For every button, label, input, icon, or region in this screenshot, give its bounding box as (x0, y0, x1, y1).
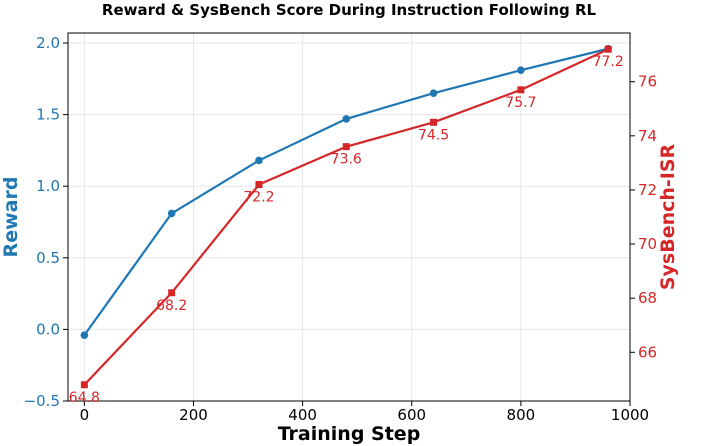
series-0-point (342, 115, 351, 123)
y-left-tick-label: 0.5 (36, 249, 60, 267)
chart-title: Reward & SysBench Score During Instructi… (102, 1, 597, 19)
data-label: 75.7 (505, 95, 536, 111)
axes: 0 200 400 600 800 1000 −0.5 0.0 0.5 1.0 1.5 2.0 66 68… (24, 34, 658, 424)
series-0-point (80, 331, 89, 339)
data-label: 74.5 (418, 127, 449, 143)
y-right-tick-label: 70 (638, 235, 657, 253)
series-1-point (255, 181, 263, 189)
data-label: 73.6 (331, 152, 362, 168)
data-label: 77.2 (593, 54, 624, 70)
series-0-point (167, 209, 176, 218)
data-labels: 64.8 68.2 72.2 73.6 74.5 75.7 77.2 (69, 54, 624, 406)
series-0-point (429, 89, 438, 97)
x-tick-label: 800 (507, 406, 536, 424)
grid (68, 33, 631, 402)
y-right-tick-label: 76 (638, 73, 657, 91)
data-label: 72.2 (243, 190, 274, 206)
y-left-tick-label: 0.0 (36, 320, 60, 338)
x-tick-label: 1000 (611, 406, 649, 424)
data-label: 64.8 (69, 390, 100, 406)
x-tick-label: 400 (288, 406, 317, 424)
y-right-tick-label: 66 (638, 343, 657, 361)
y-axis-left-label: Reward (0, 177, 22, 258)
series-1-point (517, 86, 525, 94)
x-tick-label: 600 (397, 406, 426, 424)
series (80, 44, 612, 389)
series-0-point (517, 66, 525, 75)
y-right-tick-label: 68 (638, 289, 657, 307)
y-left-tick-label: 1.0 (36, 177, 60, 195)
series-0-line (83, 47, 609, 336)
series-1-point (168, 289, 176, 297)
data-label: 68.2 (156, 298, 187, 314)
plot-frame (67, 32, 631, 402)
x-axis-label: Training Step (278, 423, 421, 445)
y-left-tick-label: 2.0 (36, 34, 60, 52)
series-1-point (342, 143, 350, 151)
x-tick-label: 200 (179, 406, 208, 424)
x-tick-label: 0 (80, 406, 90, 424)
y-right-tick-label: 72 (638, 181, 657, 199)
y-axis-right-label: SysBench-ISR (657, 143, 679, 290)
y-left-tick-label: −0.5 (24, 392, 60, 410)
y-left-tick-label: 1.5 (36, 106, 60, 124)
series-1-point (430, 118, 438, 126)
y-right-tick-label: 74 (638, 127, 657, 145)
series-1-point (80, 381, 88, 389)
series-1-point (604, 45, 612, 53)
series-0-point (255, 156, 263, 165)
